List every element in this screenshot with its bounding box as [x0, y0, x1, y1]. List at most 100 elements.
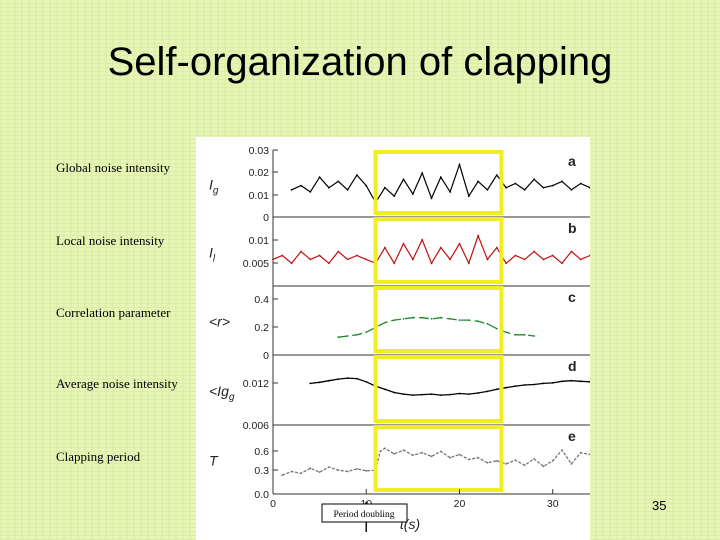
panel-d-point	[439, 394, 442, 396]
panel-e-point	[356, 468, 358, 470]
panel-a-point	[570, 188, 573, 191]
panel-a-point	[290, 188, 293, 191]
panel-b-point	[309, 258, 312, 261]
panel-d-point	[365, 380, 368, 383]
panel-c-letter: c	[568, 289, 576, 305]
panel-b-point	[495, 246, 498, 249]
panel-e-ytick-label: 0.3	[254, 465, 269, 477]
label-average-noise: Average noise intensity	[56, 376, 178, 391]
panel-c-point	[486, 322, 489, 325]
panel-e-ytick-label: 0.6	[254, 446, 269, 458]
panel-c-point	[514, 333, 517, 336]
panel-a-ytick-label: 0	[263, 212, 269, 224]
panel-e-point	[570, 463, 573, 465]
panel-e-point	[458, 453, 461, 456]
panel-e-point	[514, 459, 517, 462]
panel-d-point	[393, 391, 396, 394]
panel-b-point	[561, 262, 563, 265]
panel-a: 0.03 0.02 0.01 0 Ig a	[209, 145, 591, 224]
panel-b-point	[579, 258, 582, 261]
panel-a-point	[300, 184, 302, 187]
panel-b-point	[551, 254, 554, 257]
panel-b-point	[421, 238, 424, 241]
panel-c-point	[495, 327, 498, 330]
panel-d-point	[551, 382, 554, 384]
panel-c-point	[505, 331, 507, 334]
panel-b-point	[505, 262, 507, 265]
panel-c-point	[412, 316, 414, 319]
annotation-box	[321, 503, 408, 523]
panel-a-point	[523, 188, 526, 191]
panel-c-ytick-label: 0.4	[254, 294, 269, 306]
panel-d-point	[458, 392, 461, 395]
panel-a-point	[449, 191, 451, 193]
panel-d-point	[533, 383, 535, 386]
figure: 0.03 0.02 0.01 0 Ig a 0.01 0.005 Il b 0.4 0.2 0 <r> c 0…	[196, 137, 591, 540]
panel-b-point	[477, 234, 479, 237]
panel-e-point	[533, 458, 535, 460]
panel-d-point	[505, 386, 507, 389]
panel-d-point	[421, 393, 424, 396]
panel-d-point	[542, 382, 545, 385]
panel-c-point	[346, 335, 349, 337]
panel-d-point	[523, 384, 526, 386]
panel-d-point	[356, 377, 358, 380]
panel-c-point	[458, 319, 461, 321]
panel-e-point	[561, 449, 563, 451]
panel-e-point	[542, 465, 545, 468]
panel-a-point	[328, 186, 330, 189]
label-global-noise: Global noise intensity	[56, 160, 171, 175]
panel-c-point	[421, 316, 424, 319]
panel-e-point	[430, 455, 433, 458]
panel-d-point	[486, 390, 489, 393]
panel-d-point	[495, 388, 498, 391]
label-correlation: Correlation parameter	[56, 305, 171, 320]
panel-a-ytick-label: 0.01	[249, 190, 270, 202]
panel-e-point	[551, 459, 554, 462]
panel-a-point	[346, 188, 349, 191]
panel-e-point	[402, 449, 405, 451]
panel-a-point	[514, 182, 517, 185]
panel-c-ytick-label: 0	[263, 350, 269, 362]
panel-a-point	[505, 186, 507, 189]
panel-b-point	[290, 262, 293, 265]
panel-b-point	[533, 250, 535, 253]
panel-e-point	[281, 474, 284, 477]
panel-d-ylabel: <Igg	[209, 383, 235, 403]
panel-e-letter: e	[568, 428, 576, 444]
panel-a-point	[337, 180, 340, 183]
panel-a-point	[551, 184, 554, 187]
panel-d-letter: d	[568, 358, 577, 374]
label-local-noise: Local noise intensity	[56, 233, 165, 248]
panel-e-point	[384, 447, 386, 450]
panel-e-point	[328, 466, 330, 468]
panel-b-point	[439, 246, 442, 249]
panel-e-point	[449, 456, 451, 459]
xtick-label: 0	[270, 498, 276, 510]
panel-b-point	[514, 254, 517, 257]
panel-c-point	[365, 331, 368, 334]
panel-d-point	[477, 392, 479, 394]
panel-d-point	[430, 393, 433, 395]
panel-a-point	[561, 180, 563, 183]
panel-a-point	[412, 193, 414, 195]
panel-c-point	[430, 318, 433, 320]
panel-e-point	[505, 463, 507, 465]
panel-b-point	[402, 242, 405, 245]
panel-e-point	[337, 469, 340, 472]
panel-a-point	[318, 176, 321, 179]
panel-a-point	[384, 186, 386, 189]
panel-c-point	[533, 335, 535, 337]
panel-d-point	[402, 393, 405, 395]
panel-b-point	[337, 250, 340, 253]
panel-b-point	[458, 242, 461, 245]
xtick-label: 30	[547, 498, 559, 510]
panel-c-point	[439, 316, 442, 319]
panel-a-point	[365, 184, 368, 187]
panel-b-point	[412, 258, 414, 261]
annotation-text: Period doubling	[334, 510, 395, 520]
panel-b-point	[318, 254, 321, 257]
panel-c-ylabel: <r>	[209, 314, 230, 330]
panel-e-point	[467, 458, 470, 461]
panel-e-point	[290, 470, 293, 473]
